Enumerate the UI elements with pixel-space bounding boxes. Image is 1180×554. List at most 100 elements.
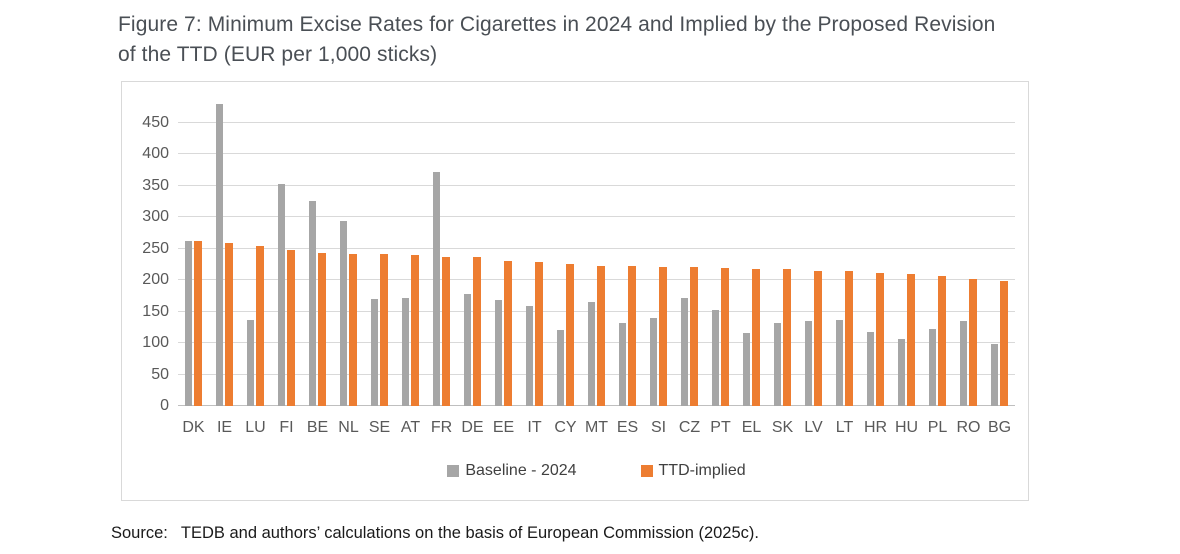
bar-be-ttd-implied	[318, 253, 326, 406]
x-tick-label: CZ	[678, 419, 701, 436]
bar-sk-baseline	[774, 323, 781, 406]
bar-group-fi	[271, 82, 302, 406]
bar-group-dk	[178, 82, 209, 406]
x-tick-label: HR	[863, 419, 888, 436]
bar-group-mt	[581, 82, 612, 406]
x-tick-label: IT	[527, 419, 542, 436]
bar-lt-ttd-implied	[845, 271, 853, 406]
bar-hr-ttd-implied	[876, 273, 884, 406]
x-tick-label: LV	[804, 419, 823, 436]
bar-group-ie	[209, 82, 240, 406]
bar-group-it	[519, 82, 550, 406]
source-line: Source: TEDB and authors’ calculations on…	[111, 524, 759, 543]
bar-ie-ttd-implied	[225, 243, 233, 406]
plot-area	[178, 82, 1015, 406]
y-tick-label: 250	[142, 239, 169, 257]
bar-bg-ttd-implied	[1000, 281, 1008, 406]
bar-hu-ttd-implied	[907, 274, 915, 406]
gridline-200	[178, 279, 1015, 280]
bar-be-baseline	[309, 201, 316, 406]
bar-mt-baseline	[588, 302, 595, 406]
y-tick-label: 400	[142, 145, 169, 162]
bar-dk-baseline	[185, 241, 192, 406]
x-tick-label: CY	[554, 419, 577, 436]
bar-group-fr	[426, 82, 457, 406]
bar-group-pt	[705, 82, 736, 406]
x-tick-label: FI	[279, 419, 294, 436]
bar-group-lt	[829, 82, 860, 406]
bar-hu-baseline	[898, 339, 905, 406]
bar-group-se	[364, 82, 395, 406]
gridline-150	[178, 310, 1015, 312]
x-tick-label: NL	[338, 419, 359, 436]
legend: Baseline - 2024 TTD-implied	[178, 462, 1015, 480]
bar-mt-ttd-implied	[597, 266, 605, 406]
figure-title-line1: Figure 7: Minimum Excise Rates for Cigar…	[118, 13, 996, 36]
bar-pl-baseline	[929, 329, 936, 406]
x-tick-label: SK	[771, 419, 794, 436]
legend-item-baseline: Baseline - 2024	[447, 462, 577, 480]
bar-sk-ttd-implied	[783, 269, 791, 406]
x-tick-label: ES	[616, 419, 639, 436]
gridlines	[178, 82, 1015, 406]
bar-es-ttd-implied	[628, 266, 636, 406]
bar-si-baseline	[650, 318, 657, 406]
bar-dk-ttd-implied	[194, 241, 202, 406]
bar-cy-ttd-implied	[566, 264, 574, 406]
x-tick-label: MT	[584, 419, 609, 436]
legend-label: TTD-implied	[658, 462, 746, 479]
gridline-400	[178, 153, 1015, 154]
bar-group-lu	[240, 82, 271, 406]
x-tick-label: SE	[368, 419, 391, 436]
x-tick-label: HU	[894, 419, 919, 436]
bar-lv-baseline	[805, 321, 812, 406]
chart-area: 0 50 100 150 200 250 300 350 400 450 DK IE LU FI BE NL…	[121, 81, 1029, 501]
y-tick-label: 450	[142, 113, 169, 131]
bar-bg-baseline	[991, 344, 998, 406]
bar-se-ttd-implied	[380, 254, 388, 406]
x-axis: DK IE LU FI BE NL SE AT FR DE EE IT CY MT ES SI CZ PT EL SK…	[178, 419, 1015, 437]
bar-group-pl	[922, 82, 953, 406]
bar-group-si	[643, 82, 674, 406]
x-tick-label: FR	[430, 419, 453, 436]
x-tick-label: SI	[650, 419, 667, 436]
gridline-50	[178, 373, 1015, 375]
x-tick-label: EL	[741, 419, 762, 436]
bar-ro-baseline	[960, 321, 967, 406]
bar-pl-ttd-implied	[938, 276, 946, 406]
x-tick-label: IE	[216, 419, 233, 436]
bar-fi-ttd-implied	[287, 250, 295, 406]
source-text: TEDB and authors’ calculations on the ba…	[180, 524, 759, 542]
bar-group-de	[457, 82, 488, 406]
bar-lu-ttd-implied	[256, 246, 264, 406]
bar-fi-baseline	[278, 184, 285, 406]
bar-groups	[178, 82, 1015, 406]
y-tick-label: 100	[142, 334, 169, 351]
y-tick-label: 200	[142, 271, 169, 288]
bar-ro-ttd-implied	[969, 279, 977, 406]
figure-title-line2: of the TTD (EUR per 1,000 sticks)	[118, 43, 438, 66]
x-tick-label: LU	[245, 419, 266, 436]
bar-cy-baseline	[557, 330, 564, 406]
bar-group-sk	[767, 82, 798, 406]
x-tick-label: PT	[710, 419, 731, 436]
y-tick-label: 350	[142, 176, 169, 194]
bar-ie-baseline	[216, 104, 223, 406]
figure-title: Figure 7: Minimum Excise Rates for Cigar…	[118, 10, 995, 70]
bar-group-at	[395, 82, 426, 406]
bar-group-es	[612, 82, 643, 406]
bar-nl-ttd-implied	[349, 254, 357, 406]
legend-label: Baseline - 2024	[465, 462, 577, 479]
bar-group-cy	[550, 82, 581, 406]
gridline-0	[178, 405, 1015, 406]
bar-at-ttd-implied	[411, 255, 419, 406]
ttd-implied-swatch-icon	[640, 465, 653, 477]
bar-group-hu	[891, 82, 922, 406]
bar-pt-ttd-implied	[721, 268, 729, 406]
x-tick-label: DE	[461, 419, 484, 436]
baseline-swatch-icon	[447, 465, 460, 477]
gridline-300	[178, 216, 1015, 217]
bar-fr-baseline	[433, 172, 440, 406]
bar-group-cz	[674, 82, 705, 406]
bar-group-ee	[488, 82, 519, 406]
